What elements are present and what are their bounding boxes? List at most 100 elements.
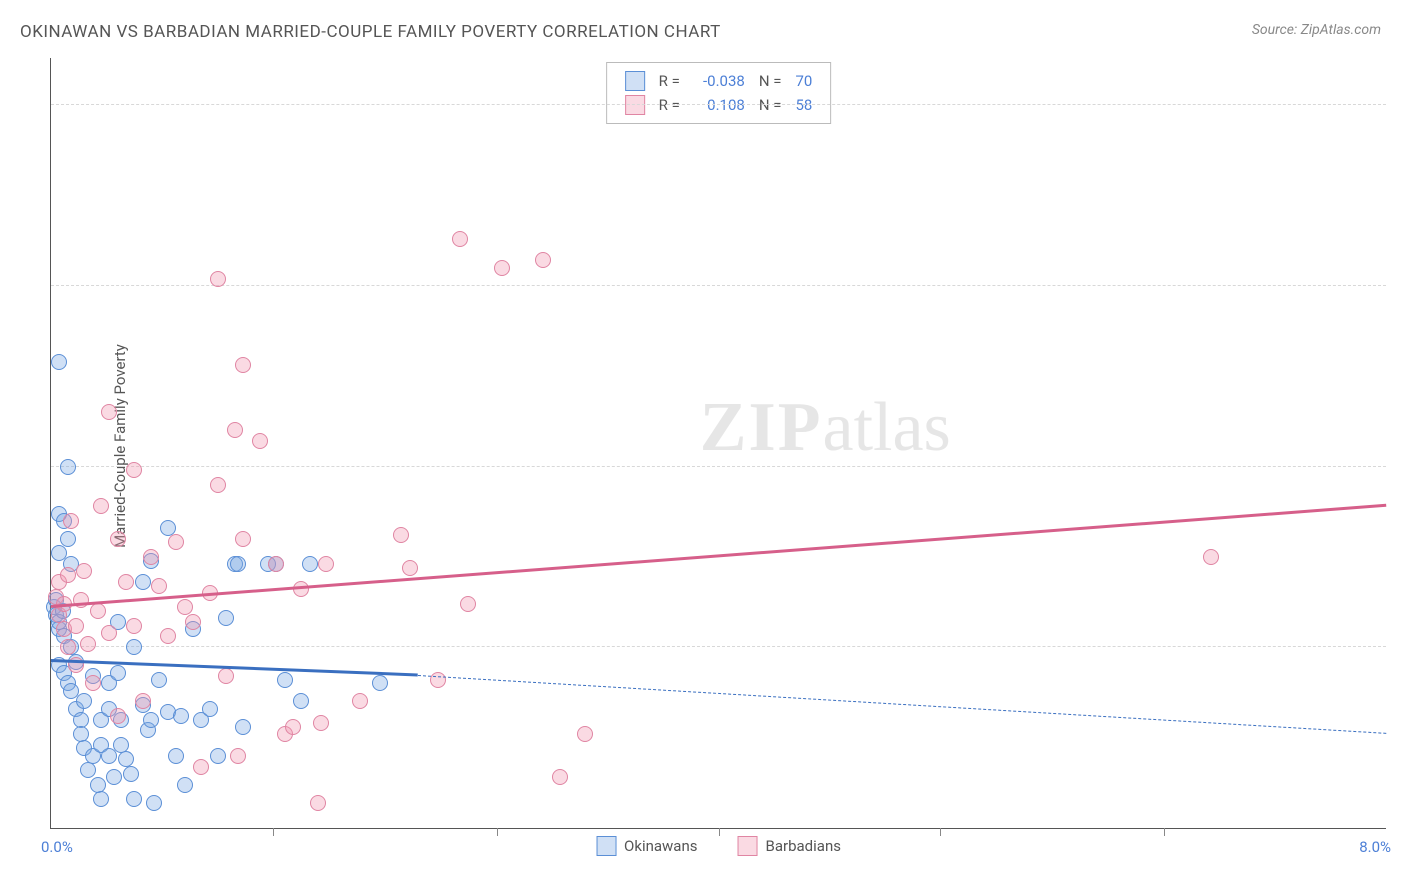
point-okinawan: [73, 726, 89, 742]
point-okinawan: [372, 675, 388, 691]
x-tick: [719, 828, 720, 836]
stats-row-barbadians: R = 0.108 N = 58: [625, 93, 813, 117]
point-barbadian: [218, 668, 234, 684]
point-barbadian: [193, 759, 209, 775]
point-barbadian: [110, 531, 126, 547]
swatch-barbadians: [625, 95, 645, 115]
point-okinawan: [177, 777, 193, 793]
point-okinawan: [51, 354, 67, 370]
point-barbadian: [235, 531, 251, 547]
swatch-okinawans: [625, 71, 645, 91]
gridline: [51, 104, 1386, 105]
chart-title: OKINAWAN VS BARBADIAN MARRIED-COUPLE FAM…: [20, 22, 721, 42]
x-tick: [940, 828, 941, 836]
x-axis-min-label: 0.0%: [41, 838, 73, 856]
point-barbadian: [151, 578, 167, 594]
point-barbadian: [126, 462, 142, 478]
point-okinawan: [76, 693, 92, 709]
point-barbadian: [126, 618, 142, 634]
point-barbadian: [160, 628, 176, 644]
point-okinawan: [106, 769, 122, 785]
trendline-extrapolated: [418, 675, 1386, 734]
x-axis-max-label: 8.0%: [1359, 838, 1391, 856]
point-okinawan: [168, 748, 184, 764]
point-barbadian: [210, 271, 226, 287]
point-barbadian: [1203, 549, 1219, 565]
point-okinawan: [151, 672, 167, 688]
point-barbadian: [210, 477, 226, 493]
watermark: ZIPatlas: [700, 388, 951, 468]
point-okinawan: [110, 665, 126, 681]
point-barbadian: [235, 357, 251, 373]
x-tick: [1164, 828, 1165, 836]
point-barbadian: [293, 581, 309, 597]
point-barbadian: [402, 560, 418, 576]
point-barbadian: [227, 422, 243, 438]
point-okinawan: [143, 712, 159, 728]
point-barbadian: [430, 672, 446, 688]
point-barbadian: [313, 715, 329, 731]
point-barbadian: [252, 433, 268, 449]
point-barbadian: [393, 527, 409, 543]
stats-row-okinawans: R = -0.038 N = 70: [625, 69, 813, 93]
point-barbadian: [93, 498, 109, 514]
point-barbadian: [452, 231, 468, 247]
point-okinawan: [93, 791, 109, 807]
point-barbadian: [73, 592, 89, 608]
point-okinawan: [235, 719, 251, 735]
point-barbadian: [318, 556, 334, 572]
point-barbadian: [90, 603, 106, 619]
point-barbadian: [60, 639, 76, 655]
point-barbadian: [76, 563, 92, 579]
point-okinawan: [173, 708, 189, 724]
point-barbadian: [460, 596, 476, 612]
point-okinawan: [90, 777, 106, 793]
point-barbadian: [63, 513, 79, 529]
point-okinawan: [160, 520, 176, 536]
point-barbadian: [310, 795, 326, 811]
point-okinawan: [135, 574, 151, 590]
point-barbadian: [85, 675, 101, 691]
legend-item-okinawans: Okinawans: [596, 836, 697, 856]
point-barbadian: [494, 260, 510, 276]
legend-swatch-barbadians: [738, 836, 758, 856]
point-okinawan: [218, 610, 234, 626]
point-okinawan: [230, 556, 246, 572]
point-barbadian: [535, 252, 551, 268]
legend-item-barbadians: Barbadians: [738, 836, 841, 856]
point-barbadian: [352, 693, 368, 709]
point-barbadian: [285, 719, 301, 735]
source-label: Source: ZipAtlas.com: [1252, 22, 1381, 38]
point-barbadian: [268, 556, 284, 572]
point-barbadian: [118, 574, 134, 590]
point-okinawan: [60, 531, 76, 547]
point-barbadian: [143, 549, 159, 565]
point-barbadian: [168, 534, 184, 550]
legend-swatch-okinawans: [596, 836, 616, 856]
gridline: [51, 466, 1386, 467]
point-barbadian: [177, 599, 193, 615]
point-barbadian: [135, 693, 151, 709]
point-barbadian: [80, 636, 96, 652]
x-tick: [273, 828, 274, 836]
point-okinawan: [210, 748, 226, 764]
trendline: [51, 504, 1386, 608]
chart-container: OKINAWAN VS BARBADIAN MARRIED-COUPLE FAM…: [0, 0, 1406, 892]
plot-area: ZIPatlas R = -0.038 N = 70 R = 0.108 N =…: [50, 58, 1386, 829]
point-barbadian: [110, 708, 126, 724]
gridline: [51, 646, 1386, 647]
trendline: [51, 659, 418, 676]
point-barbadian: [101, 404, 117, 420]
legend: Okinawans Barbadians: [596, 836, 841, 856]
point-okinawan: [302, 556, 318, 572]
point-barbadian: [101, 625, 117, 641]
point-barbadian: [68, 618, 84, 634]
point-barbadian: [185, 614, 201, 630]
point-okinawan: [123, 766, 139, 782]
point-barbadian: [230, 748, 246, 764]
point-okinawan: [146, 795, 162, 811]
point-okinawan: [126, 791, 142, 807]
point-okinawan: [80, 762, 96, 778]
point-okinawan: [277, 672, 293, 688]
point-okinawan: [126, 639, 142, 655]
